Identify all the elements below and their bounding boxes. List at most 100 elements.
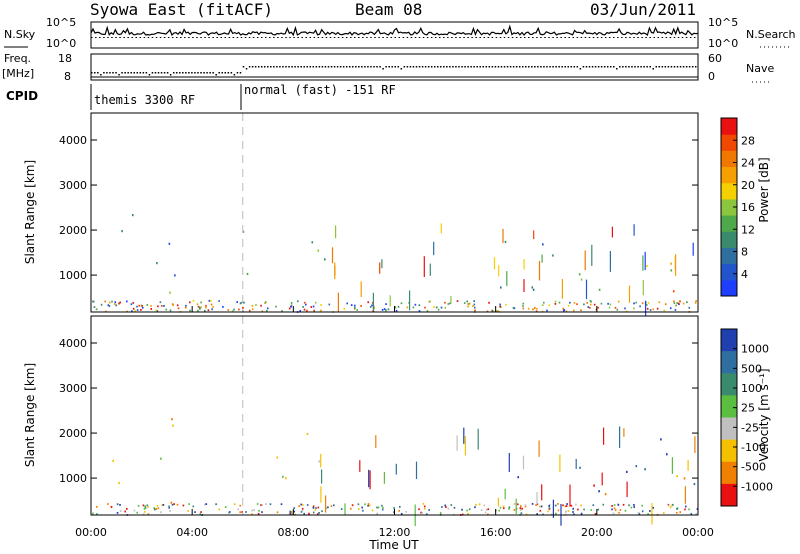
freq-dot bbox=[318, 66, 321, 68]
search-noise-dot bbox=[362, 37, 364, 38]
data-point bbox=[564, 505, 567, 508]
data-point bbox=[359, 460, 361, 472]
data-point bbox=[525, 513, 528, 516]
data-point bbox=[299, 309, 301, 312]
data-point bbox=[580, 278, 583, 281]
freq-dot bbox=[500, 66, 503, 68]
colorbar-tick-label: 28 bbox=[741, 134, 755, 147]
data-point bbox=[533, 230, 535, 240]
power-colorbar: 4 8 12 16 20 24 28 bbox=[720, 117, 755, 297]
search-noise-dot bbox=[491, 37, 494, 38]
search-noise-dot bbox=[382, 37, 384, 38]
search-noise-dot bbox=[625, 37, 627, 38]
data-point bbox=[493, 257, 496, 270]
freq-unit-label: [MHz] bbox=[2, 67, 34, 80]
freq-dot bbox=[646, 66, 648, 68]
data-point bbox=[312, 506, 315, 509]
search-noise-dot bbox=[394, 37, 396, 38]
search-noise-dot bbox=[600, 37, 603, 38]
data-point bbox=[344, 503, 346, 516]
freq-dot bbox=[424, 66, 427, 68]
data-point bbox=[450, 295, 452, 305]
data-point bbox=[538, 260, 541, 281]
data-point bbox=[395, 463, 397, 475]
data-point bbox=[466, 300, 468, 303]
data-point bbox=[506, 271, 508, 287]
freq-dot bbox=[603, 66, 606, 68]
colorbar-segment bbox=[721, 439, 737, 463]
data-point bbox=[264, 302, 266, 304]
search-noise-dot bbox=[685, 37, 688, 38]
data-point bbox=[474, 309, 476, 312]
data-point bbox=[156, 310, 159, 312]
data-point bbox=[566, 503, 568, 505]
data-point bbox=[385, 303, 387, 305]
data-point bbox=[444, 301, 446, 304]
data-point bbox=[633, 307, 635, 310]
data-point bbox=[508, 506, 511, 509]
data-point bbox=[539, 509, 542, 512]
date-title: 03/Jun/2011 bbox=[590, 0, 696, 19]
data-point bbox=[371, 302, 374, 304]
data-point bbox=[587, 306, 590, 308]
data-point bbox=[502, 505, 505, 508]
data-point bbox=[672, 290, 675, 293]
data-point bbox=[177, 307, 180, 310]
data-point bbox=[155, 508, 158, 510]
freq-dot bbox=[455, 66, 457, 68]
freq-dot bbox=[291, 66, 293, 68]
data-point bbox=[513, 503, 516, 505]
data-point bbox=[609, 303, 612, 306]
data-point bbox=[692, 242, 694, 256]
data-point bbox=[197, 305, 200, 308]
search-noise-dot bbox=[519, 37, 522, 38]
search-noise-dot bbox=[483, 37, 486, 38]
data-point bbox=[437, 308, 440, 311]
search-noise-dot bbox=[528, 37, 530, 38]
data-point bbox=[289, 510, 291, 513]
data-point bbox=[290, 304, 293, 307]
data-point bbox=[118, 302, 120, 305]
nsearch-label: N.Search bbox=[746, 28, 796, 41]
data-point bbox=[266, 309, 268, 312]
data-point bbox=[264, 301, 267, 304]
freq-dot bbox=[221, 72, 224, 74]
data-point bbox=[376, 506, 378, 509]
data-point bbox=[171, 418, 173, 421]
data-point bbox=[676, 511, 678, 514]
data-point bbox=[207, 309, 210, 312]
data-point bbox=[576, 303, 578, 306]
freq-dot bbox=[188, 72, 190, 74]
freq-dot bbox=[470, 66, 472, 68]
data-point bbox=[157, 305, 159, 308]
data-point bbox=[499, 305, 501, 308]
data-point bbox=[539, 505, 541, 508]
freq-dot bbox=[267, 66, 269, 68]
search-noise-dot bbox=[677, 37, 680, 38]
data-point bbox=[522, 307, 525, 310]
data-point bbox=[667, 504, 670, 507]
data-point bbox=[210, 303, 213, 306]
x-tick-label: 20:00 bbox=[581, 526, 613, 539]
data-point bbox=[269, 503, 272, 506]
freq-dot bbox=[206, 72, 208, 74]
data-point bbox=[136, 309, 139, 311]
data-point bbox=[664, 303, 667, 306]
data-point bbox=[346, 302, 348, 305]
freq-dot bbox=[409, 66, 412, 68]
data-point bbox=[224, 506, 227, 508]
data-point bbox=[399, 505, 401, 508]
data-point bbox=[673, 300, 675, 303]
data-point bbox=[679, 300, 681, 303]
data-point bbox=[196, 303, 199, 306]
freq-dot bbox=[391, 66, 393, 68]
data-point bbox=[360, 281, 362, 298]
freq-dot bbox=[479, 66, 481, 68]
search-noise-dot bbox=[273, 37, 275, 38]
data-point bbox=[548, 507, 551, 509]
freq-dot bbox=[515, 66, 518, 68]
data-point bbox=[548, 304, 551, 307]
data-point bbox=[240, 301, 243, 304]
freq-dot bbox=[130, 72, 132, 74]
data-point bbox=[651, 503, 653, 525]
